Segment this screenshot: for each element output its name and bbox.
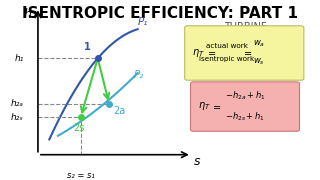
FancyBboxPatch shape [190,82,300,131]
Text: P₁: P₁ [138,17,148,28]
Text: $-h_{2s}+h_1$: $-h_{2s}+h_1$ [225,110,265,123]
Text: h₂ₛ: h₂ₛ [11,113,24,122]
Text: ISENTROPIC EFFICIENCY: PART 1: ISENTROPIC EFFICIENCY: PART 1 [22,6,298,21]
Text: h: h [24,8,32,21]
FancyBboxPatch shape [185,26,304,80]
Text: $-h_{2a}+h_1$: $-h_{2a}+h_1$ [225,90,266,102]
Text: s₂ = s₁: s₂ = s₁ [67,171,94,180]
Text: s: s [194,155,201,168]
Text: TURBINE: TURBINE [224,22,267,32]
Text: $=$: $=$ [212,101,222,111]
Text: $\eta_T$: $\eta_T$ [192,47,205,59]
Text: 1: 1 [84,42,91,52]
Text: $=$: $=$ [206,48,217,58]
Text: $w_a$: $w_a$ [253,38,265,49]
Text: $w_s$: $w_s$ [253,57,265,67]
Text: 2s: 2s [74,123,85,132]
Text: isentropic work: isentropic work [199,57,254,62]
Text: $=$: $=$ [242,48,253,58]
Text: 2a: 2a [113,107,126,116]
Text: $\eta_T$: $\eta_T$ [198,100,211,112]
Text: h₁: h₁ [14,54,24,63]
Text: actual work: actual work [206,43,248,49]
Text: h₂ₐ: h₂ₐ [11,99,24,108]
Text: P₂: P₂ [133,70,144,80]
